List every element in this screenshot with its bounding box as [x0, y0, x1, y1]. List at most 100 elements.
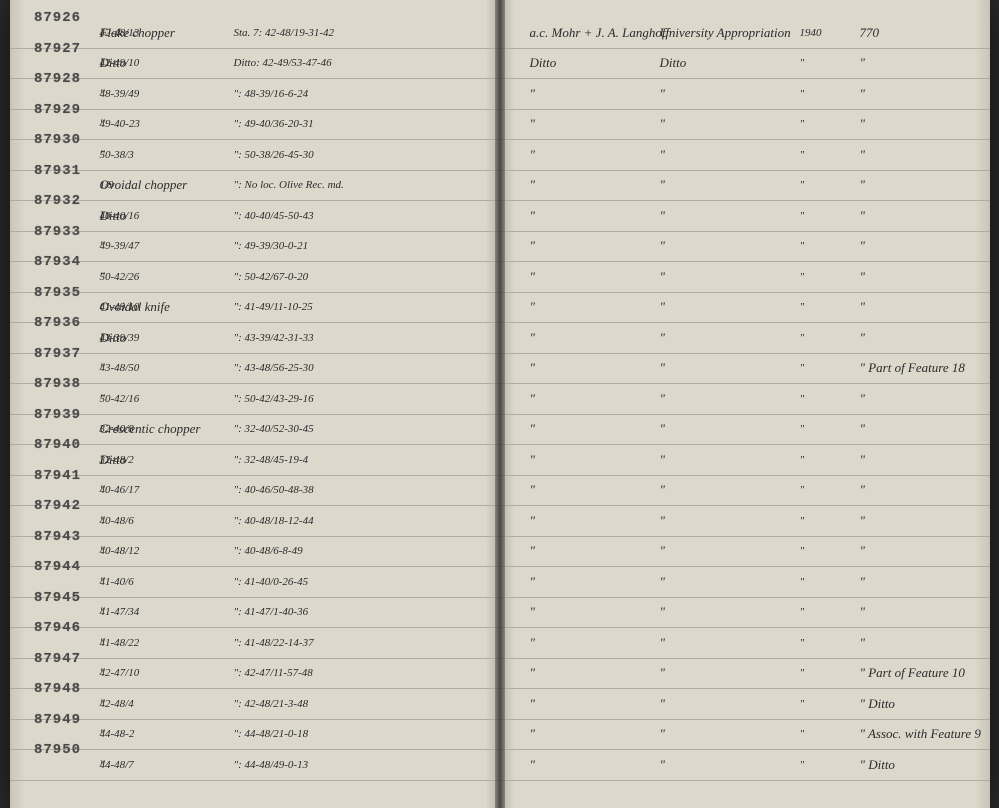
field-code: 50-38/3	[10, 149, 100, 161]
catalog-id-stamp: 87932	[22, 193, 94, 209]
ledger-row: """"	[500, 232, 990, 263]
description: Crescentic chopper	[100, 421, 230, 437]
year: "	[800, 515, 850, 527]
description: "	[100, 116, 230, 132]
ledger-row: 8795044-48/7"": 44-48/49-0-13	[10, 750, 500, 781]
field-code: 40-46/17	[10, 484, 100, 496]
collector: "	[500, 757, 660, 773]
year: "	[800, 637, 850, 649]
collector: "	[500, 543, 660, 559]
ledger-row: """"	[500, 201, 990, 232]
catalog-id-stamp: 87947	[22, 651, 94, 667]
location: ": 41-47/1-40-36	[230, 606, 500, 618]
year: "	[800, 606, 850, 618]
catalog-id-stamp: 87937	[22, 346, 94, 362]
year: "	[800, 57, 850, 69]
ledger-row: """"	[500, 445, 990, 476]
collector: "	[500, 513, 660, 529]
description: "	[100, 238, 230, 254]
catalog-id-stamp: 87942	[22, 498, 94, 514]
ledger-book: 8792642-48/13Flake chopperSta. 7: 42-48/…	[10, 0, 990, 808]
field-code: 50-42/26	[10, 271, 100, 283]
fund: "	[660, 604, 800, 620]
catalog-id-stamp: 87933	[22, 224, 94, 240]
catalog-id-stamp: 87945	[22, 590, 94, 606]
year: "	[800, 423, 850, 435]
fund: "	[660, 360, 800, 376]
field-code: 41-49/10	[10, 301, 100, 313]
note: "	[850, 391, 990, 407]
field-code: 43-48/50	[10, 362, 100, 374]
catalog-id-stamp: 87926	[22, 10, 94, 26]
fund: "	[660, 574, 800, 590]
fund: "	[660, 421, 800, 437]
year: "	[800, 88, 850, 100]
catalog-id-stamp: 87949	[22, 712, 94, 728]
description: Ditto	[100, 452, 230, 468]
note: "	[850, 177, 990, 193]
catalog-id-stamp: 87934	[22, 254, 94, 270]
fund: "	[660, 757, 800, 773]
location: ": 44-48/49-0-13	[230, 759, 500, 771]
year: "	[800, 149, 850, 161]
year: "	[800, 301, 850, 313]
location: ": 50-42/43-29-16	[230, 393, 500, 405]
catalog-id-stamp: 87936	[22, 315, 94, 331]
field-code: 32-48/2	[10, 454, 100, 466]
description: "	[100, 391, 230, 407]
catalog-id-stamp: 87940	[22, 437, 94, 453]
year: "	[800, 454, 850, 466]
description: "	[100, 635, 230, 651]
field-code: 41-40/6	[10, 576, 100, 588]
description: "	[100, 269, 230, 285]
year: "	[800, 759, 850, 771]
field-code: 42-49/10	[10, 57, 100, 69]
fund: Ditto	[660, 55, 800, 71]
ledger-row: """"	[500, 110, 990, 141]
collector: "	[500, 635, 660, 651]
note: "	[850, 452, 990, 468]
note: "	[850, 86, 990, 102]
catalog-id-stamp: 87941	[22, 468, 94, 484]
year: "	[800, 240, 850, 252]
catalog-id-stamp: 87943	[22, 529, 94, 545]
location: ": 40-40/45-50-43	[230, 210, 500, 222]
note: " Assoc. with Feature 9	[850, 726, 990, 742]
description: Ditto	[100, 330, 230, 346]
location: ": 41-48/22-14-37	[230, 637, 500, 649]
left-page: 8792642-48/13Flake chopperSta. 7: 42-48/…	[10, 0, 500, 808]
description: "	[100, 482, 230, 498]
year: "	[800, 362, 850, 374]
ledger-row: """" Part of Feature 18	[500, 354, 990, 385]
field-code: 1/9	[10, 179, 100, 191]
field-code: 43-39/39	[10, 332, 100, 344]
fund: "	[660, 482, 800, 498]
note: "	[850, 299, 990, 315]
fund: "	[660, 665, 800, 681]
note: "	[850, 55, 990, 71]
collector: "	[500, 604, 660, 620]
location: ": 40-46/50-48-38	[230, 484, 500, 496]
note: "	[850, 604, 990, 620]
note: "	[850, 238, 990, 254]
note: "	[850, 147, 990, 163]
location: ": 49-40/36-20-31	[230, 118, 500, 130]
fund: "	[660, 208, 800, 224]
field-code: 40-48/6	[10, 515, 100, 527]
fund: "	[660, 86, 800, 102]
collector: "	[500, 574, 660, 590]
field-code: 49-39/47	[10, 240, 100, 252]
fund: "	[660, 116, 800, 132]
ledger-row: """"	[500, 79, 990, 110]
fund: "	[660, 391, 800, 407]
ledger-row: """" Ditto	[500, 750, 990, 781]
catalog-id-stamp: 87948	[22, 681, 94, 697]
fund: "	[660, 269, 800, 285]
fund: "	[660, 330, 800, 346]
year: "	[800, 576, 850, 588]
ledger-row: """"	[500, 598, 990, 629]
ledger-row: """"	[500, 567, 990, 598]
note: "	[850, 421, 990, 437]
year: "	[800, 698, 850, 710]
description: Ditto	[100, 208, 230, 224]
